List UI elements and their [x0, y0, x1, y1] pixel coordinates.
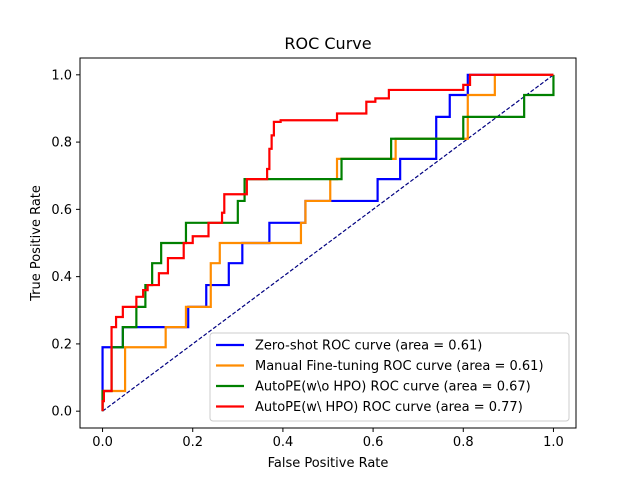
diagonal-reference-line [102, 74, 554, 412]
y-tick-label: 0.2 [51, 337, 72, 352]
x-axis-ticks: 0.0 0.2 0.4 0.6 0.8 1.0 [92, 428, 564, 450]
y-tick-label: 0.4 [51, 270, 72, 285]
series-line-3 [101, 73, 554, 412]
x-tick-label: 0.4 [273, 435, 294, 450]
y-tick-label: 0.6 [51, 203, 72, 218]
series-line-2 [101, 74, 555, 412]
y-axis-label: True Positive Rate [29, 185, 44, 302]
legend-label-0: Zero-shot ROC curve (area = 0.61) [255, 339, 482, 354]
legend-box [209, 332, 570, 422]
x-tick-label: 1.0 [543, 435, 564, 450]
y-axis-ticks: 0.0 0.2 0.4 0.6 0.8 1.0 [51, 68, 80, 420]
legend-label-2: AutoPE(w\o HPO) ROC curve (area = 0.67) [255, 380, 531, 395]
y-tick-label: 0.8 [51, 136, 72, 151]
x-tick-label: 0.0 [92, 435, 113, 450]
x-tick-label: 0.2 [182, 435, 203, 450]
x-axis-label: False Positive Rate [268, 456, 389, 471]
legend-label-3: AutoPE(w\ HPO) ROC curve (area = 0.77) [255, 400, 523, 415]
x-tick-label: 0.8 [453, 435, 474, 450]
legend: Zero-shot ROC curve (area = 0.61) Manual … [209, 332, 570, 422]
legend-label-1: Manual Fine-tuning ROC curve (area = 0.6… [255, 359, 544, 374]
chart-title: ROC Curve [284, 34, 371, 53]
y-tick-label: 1.0 [51, 68, 72, 83]
y-tick-label: 0.0 [51, 405, 72, 420]
x-tick-label: 0.6 [363, 435, 384, 450]
plot-frame [79, 57, 577, 429]
